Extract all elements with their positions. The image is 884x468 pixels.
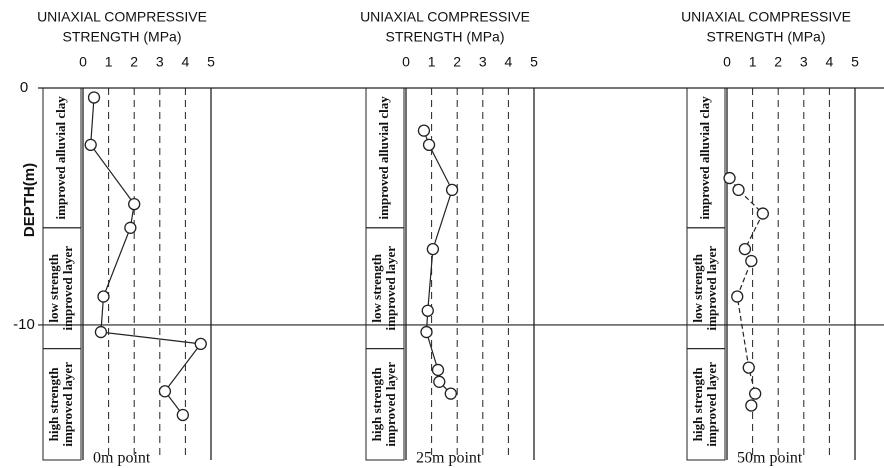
panel-label: 50m point — [737, 450, 803, 467]
y-tick-label: -10 — [13, 316, 35, 333]
data-point — [176, 408, 189, 422]
x-tick-label: 4 — [182, 54, 190, 70]
x-tick-label: 2 — [130, 54, 138, 70]
data-line — [90, 97, 202, 416]
data-line — [423, 130, 453, 395]
chart-title: UNIAXIAL COMPRESSIVE — [360, 9, 530, 25]
layer-label: improved layer — [383, 362, 398, 447]
x-tick-label: 0 — [79, 54, 87, 70]
layer-label: high strength — [690, 367, 705, 442]
data-point — [723, 171, 736, 185]
layer-label: improved layer — [704, 362, 719, 447]
data-point — [749, 387, 762, 400]
layer-box — [42, 348, 82, 461]
chart-title: UNIAXIAL COMPRESSIVE — [681, 9, 851, 25]
data-point — [422, 138, 436, 152]
layer-label: high strength — [46, 367, 61, 442]
x-tick-label: 2 — [774, 54, 782, 70]
data-point — [431, 363, 445, 377]
data-point — [194, 337, 207, 351]
x-tick-label: 4 — [826, 54, 834, 70]
data-point — [94, 325, 108, 339]
data-point — [84, 138, 97, 152]
x-tick-label: 0 — [723, 54, 731, 70]
x-tick-label: 3 — [800, 54, 808, 70]
data-point — [444, 387, 457, 400]
data-point — [742, 361, 755, 374]
layer-label: low strength — [690, 253, 705, 323]
data-point — [738, 242, 752, 256]
x-tick-label: 1 — [749, 54, 757, 70]
layer-label: low strength — [369, 253, 384, 323]
data-point — [433, 375, 446, 388]
data-point — [756, 207, 769, 220]
data-point — [732, 183, 745, 197]
x-tick-label: 3 — [156, 54, 164, 70]
layer-label: improved layer — [60, 362, 75, 447]
chart-title: STRENGTH (MPa) — [386, 29, 505, 45]
data-point — [417, 124, 431, 137]
layer-label: improved alluvial clay — [376, 96, 391, 220]
chart-title: STRENGTH (MPa) — [63, 29, 182, 45]
x-tick-label: 3 — [479, 54, 487, 70]
x-tick-label: 1 — [428, 54, 436, 70]
data-point — [421, 304, 434, 317]
chart-title: UNIAXIAL COMPRESSIVE — [37, 9, 207, 25]
data-point — [745, 254, 758, 268]
layer-label: high strength — [369, 367, 384, 442]
x-tick-label: 4 — [505, 54, 513, 70]
x-tick-label: 5 — [530, 54, 538, 70]
data-point — [445, 183, 459, 197]
layer-label: improved layer — [704, 246, 719, 331]
data-point — [128, 197, 141, 211]
data-point — [420, 325, 433, 339]
layer-box — [686, 348, 726, 461]
data-line — [729, 177, 764, 406]
x-tick-label: 5 — [851, 54, 859, 70]
layer-label: improved alluvial clay — [53, 96, 68, 220]
x-tick-label: 0 — [402, 54, 410, 70]
data-point — [745, 399, 758, 412]
data-point — [97, 290, 110, 303]
x-tick-label: 1 — [105, 54, 113, 70]
layer-label: low strength — [46, 253, 61, 323]
data-point — [731, 290, 744, 303]
layer-label: improved layer — [60, 246, 75, 331]
data-point — [158, 385, 172, 398]
panel-label: 0m point — [93, 450, 151, 467]
layer-label: improved alluvial clay — [697, 96, 712, 220]
layer-box — [365, 348, 405, 461]
chart-title: STRENGTH (MPa) — [707, 29, 826, 45]
data-point — [426, 242, 440, 256]
panel-label: 25m point — [416, 450, 482, 467]
data-point — [87, 91, 101, 104]
x-tick-label: 2 — [453, 54, 461, 70]
layer-label: improved layer — [383, 246, 398, 331]
y-axis-label: DEPTH(m) — [21, 163, 38, 237]
data-point — [124, 221, 137, 234]
x-tick-label: 5 — [207, 54, 215, 70]
y-tick-label: 0 — [20, 79, 28, 96]
